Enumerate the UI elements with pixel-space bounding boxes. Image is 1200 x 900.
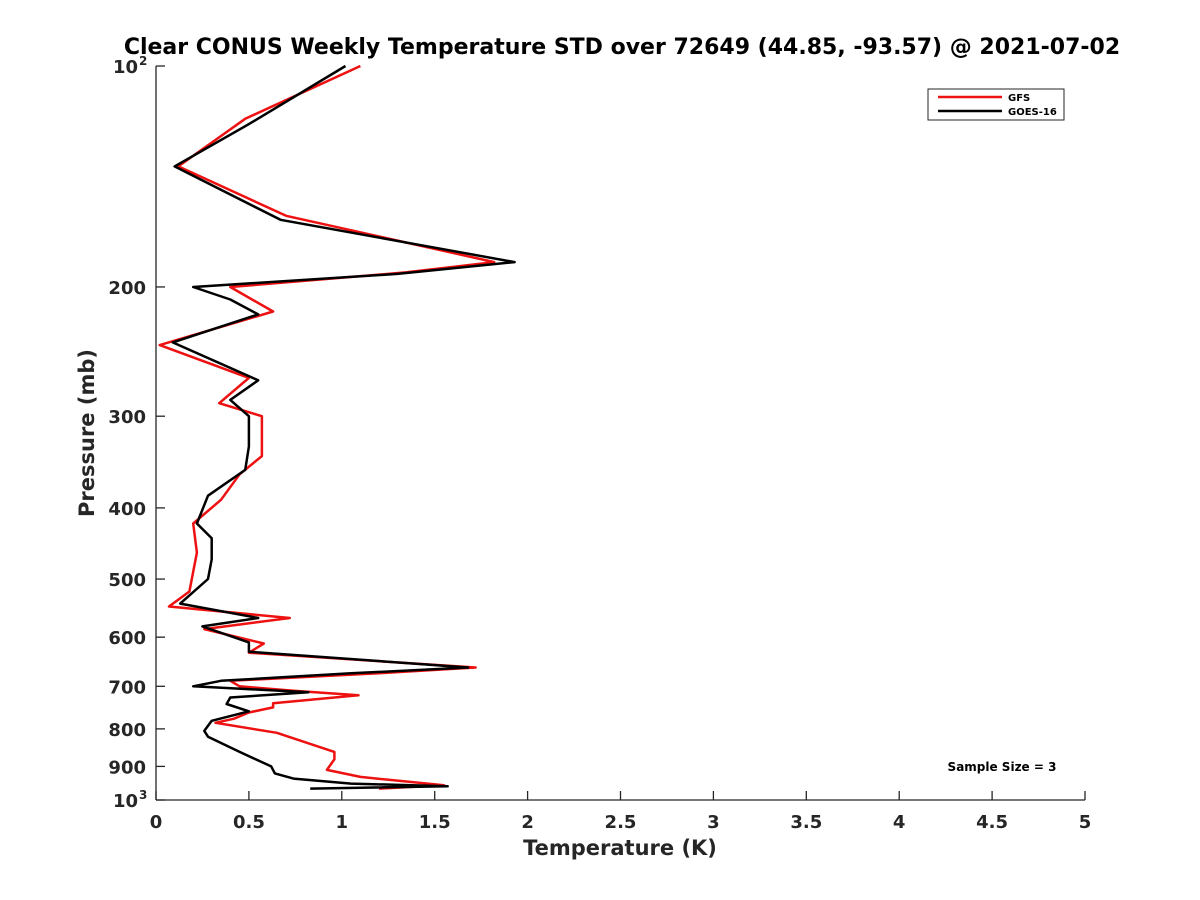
y-tick-exponent: 2	[139, 54, 147, 68]
series-line-gfs	[158, 64, 496, 790]
y-tick-label: 300	[108, 407, 146, 428]
x-ticks: 0 0.5 1 1.5 2 2.5 3 3.5 4 4.5 5	[150, 791, 1092, 833]
y-tick-base: 10	[113, 791, 138, 812]
y-tick-label: 200	[108, 278, 146, 299]
y-tick-label: 400	[108, 499, 146, 520]
y-tick-label: 900	[108, 757, 146, 778]
sample-size-annotation: Sample Size = 3	[948, 760, 1057, 774]
x-axis-label: Temperature (K)	[523, 836, 717, 860]
y-tick-base: 700	[108, 677, 146, 698]
chart-title: Clear CONUS Weekly Temperature STD over …	[124, 35, 1120, 60]
y-tick-base: 900	[108, 757, 146, 778]
x-tick-label: 5	[1079, 812, 1092, 833]
y-tick-base: 600	[108, 628, 146, 649]
series-line-goes-16	[171, 64, 516, 790]
y-tick-label: 700	[108, 677, 146, 698]
legend: GFS GOES-16	[927, 88, 1065, 121]
y-tick-label: 800	[108, 720, 146, 741]
y-tick-base: 300	[108, 407, 146, 428]
x-tick-label: 3	[707, 812, 720, 833]
y-tick-exponent: 3	[139, 788, 147, 802]
y-tick-label: 10	[113, 57, 138, 78]
y-tick-label: 500	[108, 570, 146, 591]
y-axis-label: Pressure (mb)	[75, 349, 99, 517]
y-tick-base: 500	[108, 570, 146, 591]
x-tick-label: 1	[336, 812, 349, 833]
y-tick-label: 600	[108, 628, 146, 649]
x-tick-label: 3.5	[790, 812, 822, 833]
x-tick-label: 0.5	[233, 812, 265, 833]
legend-label-gfs: GFS	[1008, 93, 1030, 104]
y-tick-base: 400	[108, 499, 146, 520]
x-tick-label: 2	[521, 812, 534, 833]
x-tick-label: 4	[893, 812, 906, 833]
series-lines	[158, 64, 516, 790]
legend-box	[927, 88, 1065, 121]
x-tick-label: 1.5	[419, 812, 451, 833]
x-tick-label: 4.5	[976, 812, 1008, 833]
legend-label-goes-16: GOES-16	[1008, 107, 1057, 118]
y-tick-base: 800	[108, 720, 146, 741]
y-tick-base: 200	[108, 278, 146, 299]
x-tick-label: 0	[150, 812, 163, 833]
x-tick-label: 2.5	[605, 812, 637, 833]
y-tick-base: 10	[113, 57, 138, 78]
y-tick-label: 10	[113, 791, 138, 812]
